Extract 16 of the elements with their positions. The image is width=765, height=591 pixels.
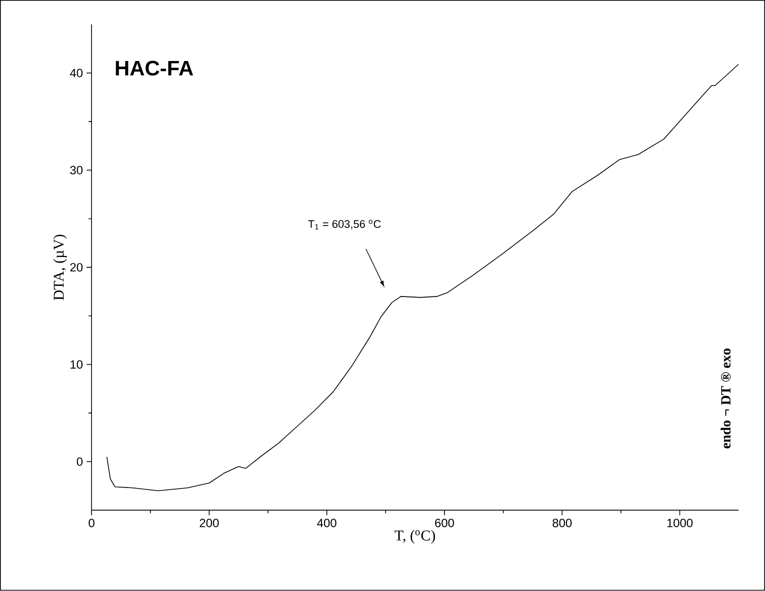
x-tick-label: 1000 xyxy=(667,518,693,528)
annotation: endo ¬ DT ® exo xyxy=(720,348,731,448)
x-tick-label: 600 xyxy=(435,518,454,528)
x-tick-label: 0 xyxy=(88,518,94,528)
y-axis-title: DTA, (µV) xyxy=(53,234,67,300)
x-axis-title: T, ($^{o}$C) xyxy=(394,530,435,544)
y-tick-label: 0 xyxy=(76,458,83,466)
y-tick-label: 10 xyxy=(70,360,83,369)
text: HAC-FA xyxy=(116,60,194,76)
y-tick-label: 40 xyxy=(70,68,83,78)
x-tick-label: 400 xyxy=(317,518,336,528)
annotation: T$_{1}$ = 603,56 $^{o}$C xyxy=(308,220,381,230)
x-tick-label: 800 xyxy=(552,518,572,528)
y-tick-label: 30 xyxy=(70,166,83,175)
y-tick-label: 20 xyxy=(70,263,83,272)
x-tick-label: 200 xyxy=(200,518,219,528)
